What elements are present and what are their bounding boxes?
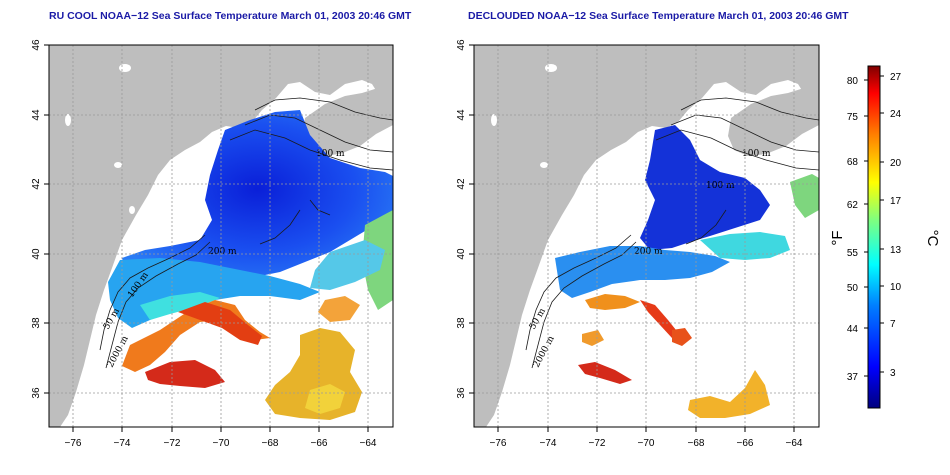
fahrenheit-tick: 50: [847, 283, 859, 294]
fahrenheit-tick: 37: [847, 372, 859, 383]
red-streak-right-1: [640, 300, 680, 338]
green-east-right: [790, 174, 819, 218]
cyan-east-left: [310, 240, 385, 290]
contour-label-right-100m: 100 m: [742, 149, 771, 159]
contour-label-right-100m-b: 100 m: [706, 181, 735, 191]
map-right: 100 m 200 m 2000 m 100 m 50 m: [456, 39, 820, 449]
cyan-band-left: [140, 292, 220, 320]
lat-tick-left: 36: [31, 387, 42, 399]
lat-tick-left: 46: [31, 39, 42, 51]
lat-tick-right: 42: [456, 178, 467, 190]
lon-tick-left: −70: [213, 438, 230, 449]
lon-tick-left: −64: [360, 438, 377, 449]
lon-tick-right: −64: [786, 438, 803, 449]
map-title-left: RU COOL NOAA−12 Sea Surface Temperature …: [49, 10, 412, 22]
lon-tick-left: −66: [311, 438, 328, 449]
warm-patch-yellow-left: [305, 384, 345, 414]
grid-lines-left: [49, 45, 393, 427]
celsius-tick: 10: [890, 282, 902, 293]
fahrenheit-tick: 80: [847, 76, 859, 87]
warm-filament-right: [585, 294, 640, 310]
lon-tick-left: −68: [262, 438, 279, 449]
lon-tick-left: −76: [65, 438, 82, 449]
map-title-right: DECLOUDED NOAA−12 Sea Surface Temperatur…: [468, 10, 849, 22]
orange-east-left: [318, 296, 360, 322]
fahrenheit-label: °F: [829, 230, 846, 245]
celsius-tick: 24: [890, 109, 902, 120]
land-mass-left: [49, 45, 393, 427]
lon-tick-right: −68: [688, 438, 705, 449]
lat-tick-left: 42: [31, 178, 42, 190]
fahrenheit-tick: 75: [847, 112, 859, 123]
lat-tick-right: 46: [456, 39, 467, 51]
lat-tick-left: 40: [31, 248, 42, 260]
celsius-tick: 13: [890, 245, 902, 256]
fahrenheit-tick: 44: [847, 324, 859, 335]
lat-tick-right: 36: [456, 387, 467, 399]
celsius-tick: 27: [890, 72, 902, 83]
lon-tick-left: −72: [164, 438, 181, 449]
fahrenheit-tick: 55: [847, 248, 859, 259]
fahrenheit-tick: 62: [847, 200, 859, 211]
celsius-tick: 17: [890, 196, 902, 207]
lat-tick-left: 38: [31, 317, 42, 329]
cold-water-mass-left: [122, 110, 393, 285]
orange-patch-right: [582, 330, 604, 346]
lon-tick-right: −66: [737, 438, 754, 449]
colorbar-gradient: [867, 65, 881, 409]
grid-lines-right: [474, 45, 819, 427]
nova-scotia-left: [302, 84, 393, 156]
celsius-tick: 3: [890, 368, 896, 379]
contour-label-right-200m: 200 m: [634, 247, 663, 257]
red-patch-right-1: [578, 362, 632, 384]
lon-tick-right: −76: [490, 438, 507, 449]
celsius-tick: 20: [890, 158, 902, 169]
red-patch-right-2: [672, 328, 692, 346]
celsius-tick: 7: [890, 319, 896, 330]
slope-water-right: [555, 246, 730, 298]
lat-tick-right: 40: [456, 248, 467, 260]
yellow-patch-right: [688, 370, 770, 418]
lat-tick-left: 44: [31, 109, 42, 121]
celsius-label: °C: [924, 230, 941, 247]
contour-label-left-100m: 100 m: [316, 149, 345, 159]
land-mass-right: [474, 45, 819, 427]
lat-tick-right: 44: [456, 109, 467, 121]
lon-tick-right: −74: [540, 438, 557, 449]
map-left: 100 m 200 m 2000 m 100 m 50 m: [31, 39, 394, 449]
lat-tick-right: 38: [456, 317, 467, 329]
lon-tick-right: −72: [589, 438, 606, 449]
gulf-stream-core-left: [145, 360, 225, 388]
fahrenheit-tick: 68: [847, 157, 859, 168]
lon-tick-right: −70: [638, 438, 655, 449]
nova-scotia-right: [728, 84, 819, 156]
contour-label-left-200m: 200 m: [208, 247, 237, 257]
cold-water-mass-right: [640, 125, 770, 250]
gulf-stream-wall-left: [178, 302, 262, 345]
colorbar: 80 75 68 62 55 50 44 37 27 24 20 17 13 1…: [829, 65, 941, 409]
lon-tick-left: −74: [114, 438, 131, 449]
